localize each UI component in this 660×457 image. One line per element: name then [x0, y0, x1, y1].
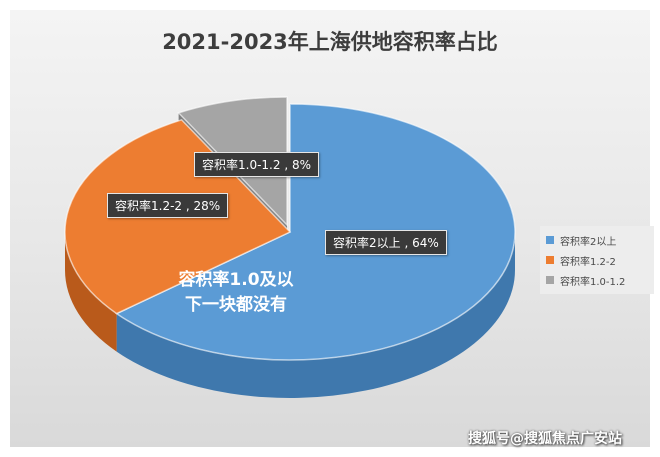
data-label-1-2-to-2: 容积率1.2-2 , 28%	[107, 193, 229, 218]
watermark: 搜狐号@搜狐焦点广安站	[468, 431, 622, 447]
chart-title: 2021-2023年上海供地容积率占比	[162, 30, 498, 54]
pie-side-above-2	[116, 232, 515, 399]
annotation-text: 容积率1.0及以 下一块都没有	[156, 268, 316, 318]
legend-label-1-2-to-2: 容积率1.2-2	[560, 256, 616, 268]
data-label-1-0-to-1-2: 容积率1.0-1.2 , 8%	[194, 152, 319, 177]
data-label-above-2: 容积率2以上 , 64%	[325, 230, 447, 255]
annotation-line-2: 下一块都没有	[185, 295, 287, 315]
legend-label-above-2: 容积率2以上	[560, 236, 617, 248]
legend-item-1-2-to-2: 容积率1.2-2	[546, 250, 652, 270]
legend-item-1-0-to-1-2: 容积率1.0-1.2	[546, 270, 652, 290]
legend-item-above-2: 容积率2以上	[546, 230, 652, 250]
legend-swatch-1-2-to-2	[546, 256, 554, 264]
annotation-line-1: 容积率1.0及以	[178, 270, 294, 290]
legend: 容积率2以上 容积率1.2-2 容积率1.0-1.2	[540, 226, 654, 294]
legend-swatch-above-2	[546, 236, 554, 244]
legend-label-1-0-to-1-2: 容积率1.0-1.2	[560, 276, 626, 288]
pie-slice-above-2	[115, 103, 516, 361]
legend-swatch-1-0-to-1-2	[546, 276, 554, 284]
